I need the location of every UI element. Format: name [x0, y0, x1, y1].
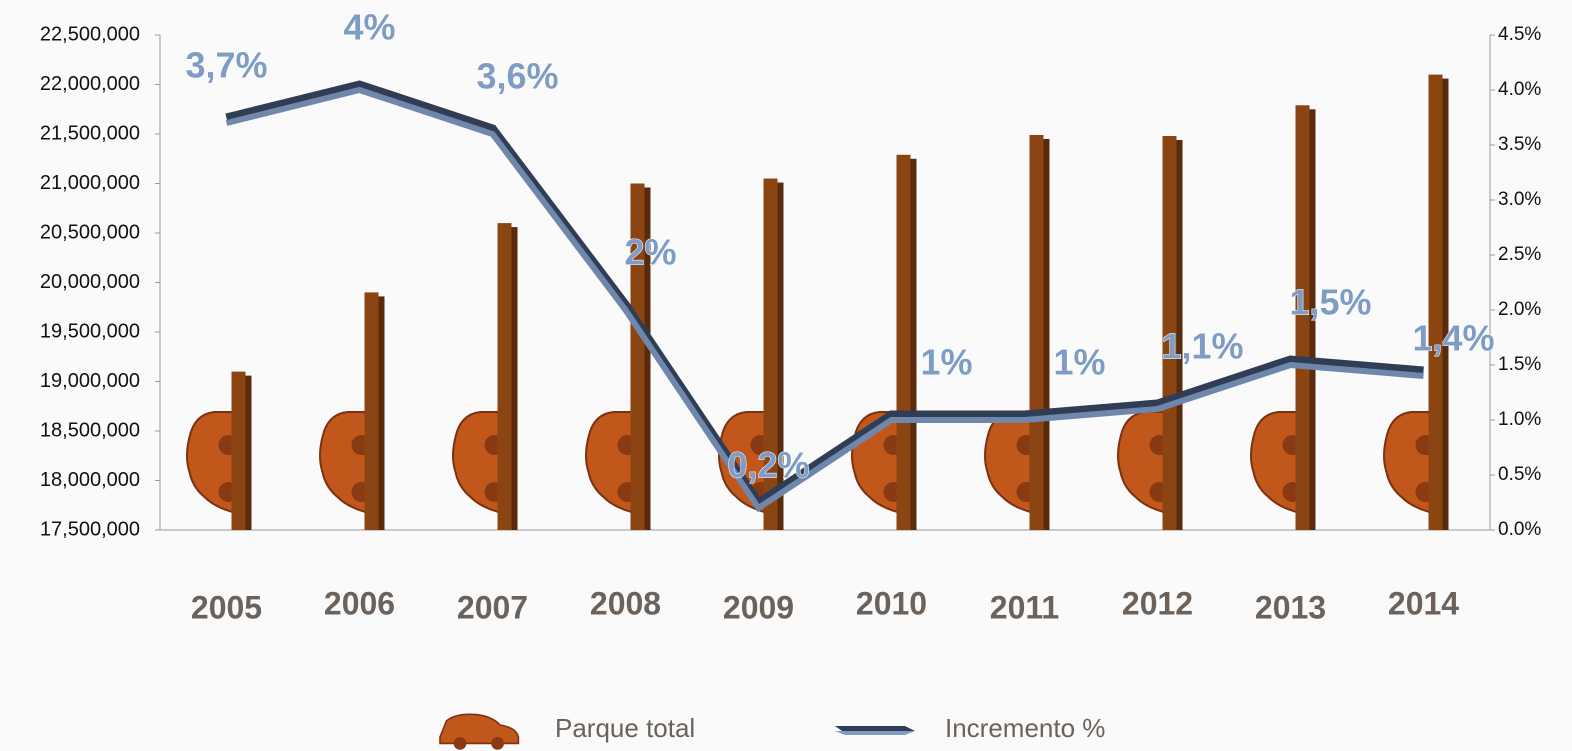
data-label: 2% — [624, 232, 676, 273]
y2-tick-label: 1.0% — [1498, 409, 1541, 430]
line-shadow — [225, 80, 1424, 510]
x-tick-label: 2012 — [1122, 585, 1193, 621]
y-tick-label: 17,500,000 — [40, 518, 140, 540]
y-tick-label: 21,500,000 — [40, 122, 140, 144]
y-tick-label: 20,000,000 — [40, 271, 140, 293]
line — [225, 86, 1424, 513]
bar — [1295, 105, 1310, 530]
bar — [1428, 74, 1443, 530]
bar-side — [910, 158, 917, 531]
x-tick-label: 2010 — [856, 585, 927, 621]
y-tick-label: 21,000,000 — [40, 172, 140, 194]
legend-label: Parque total — [555, 713, 695, 743]
x-tick-label: 2007 — [457, 589, 528, 625]
legend: Parque total Incremento % — [439, 713, 1105, 750]
data-label: 4% — [343, 7, 395, 48]
x-tick-label: 2013 — [1255, 589, 1326, 625]
bar-side — [1309, 109, 1316, 530]
data-label: 3,7% — [185, 45, 267, 86]
bar — [364, 292, 379, 530]
bar-side — [777, 182, 784, 531]
bar — [630, 183, 645, 530]
y2-tick-label: 3.5% — [1498, 134, 1541, 155]
y2-tick-label: 2.5% — [1498, 244, 1541, 265]
car-icon — [1250, 411, 1303, 513]
y-tick-label: 19,000,000 — [40, 370, 140, 392]
y2-tick-label: 4.0% — [1498, 79, 1541, 100]
x-tick-label: 2009 — [723, 589, 794, 625]
y-tick-label: 18,500,000 — [40, 419, 140, 441]
bar — [231, 371, 246, 530]
legend-car-icon — [439, 713, 520, 750]
bar-side — [245, 375, 252, 530]
y-tick-label: 22,000,000 — [40, 73, 140, 95]
bar-side — [644, 187, 651, 530]
bar-side — [378, 296, 385, 530]
car-icon — [585, 411, 638, 513]
legend-line-swatch — [835, 731, 915, 735]
data-label: 0,2% — [727, 445, 809, 486]
data-label: 1,5% — [1289, 282, 1371, 323]
x-tick-label: 2011 — [990, 589, 1059, 625]
y2-tick-label: 0.0% — [1498, 519, 1541, 540]
y-tick-label: 20,500,000 — [40, 221, 140, 243]
bar — [1029, 134, 1044, 531]
y-tick-label: 22,500,000 — [40, 23, 140, 45]
bar-side — [1043, 138, 1050, 531]
x-tick-label: 2006 — [324, 585, 395, 621]
bar-side — [1176, 139, 1183, 531]
data-label: 1,1% — [1161, 326, 1243, 367]
legend-label: Incremento % — [945, 713, 1105, 743]
x-tick-label: 2008 — [590, 585, 661, 621]
y2-tick-label: 4.5% — [1498, 24, 1541, 45]
y2-tick-label: 1.5% — [1498, 354, 1541, 375]
bar-side — [1442, 78, 1449, 530]
y2-tick-label: 3.0% — [1498, 189, 1541, 210]
data-label: 1% — [920, 342, 972, 383]
bar-side — [511, 227, 518, 530]
bar — [763, 178, 778, 531]
data-label: 3,6% — [476, 56, 558, 97]
x-tick-label: 2005 — [191, 589, 262, 625]
bar — [1162, 135, 1177, 531]
data-label: 1,4% — [1412, 318, 1494, 359]
x-tick-label: 2014 — [1388, 585, 1459, 621]
data-label: 1% — [1053, 342, 1105, 383]
bar — [896, 154, 911, 531]
y2-tick-label: 2.0% — [1498, 299, 1541, 320]
bar — [497, 223, 512, 530]
y2-tick-label: 0.5% — [1498, 464, 1541, 485]
y-tick-label: 18,000,000 — [40, 469, 140, 491]
y-tick-label: 19,500,000 — [40, 320, 140, 342]
